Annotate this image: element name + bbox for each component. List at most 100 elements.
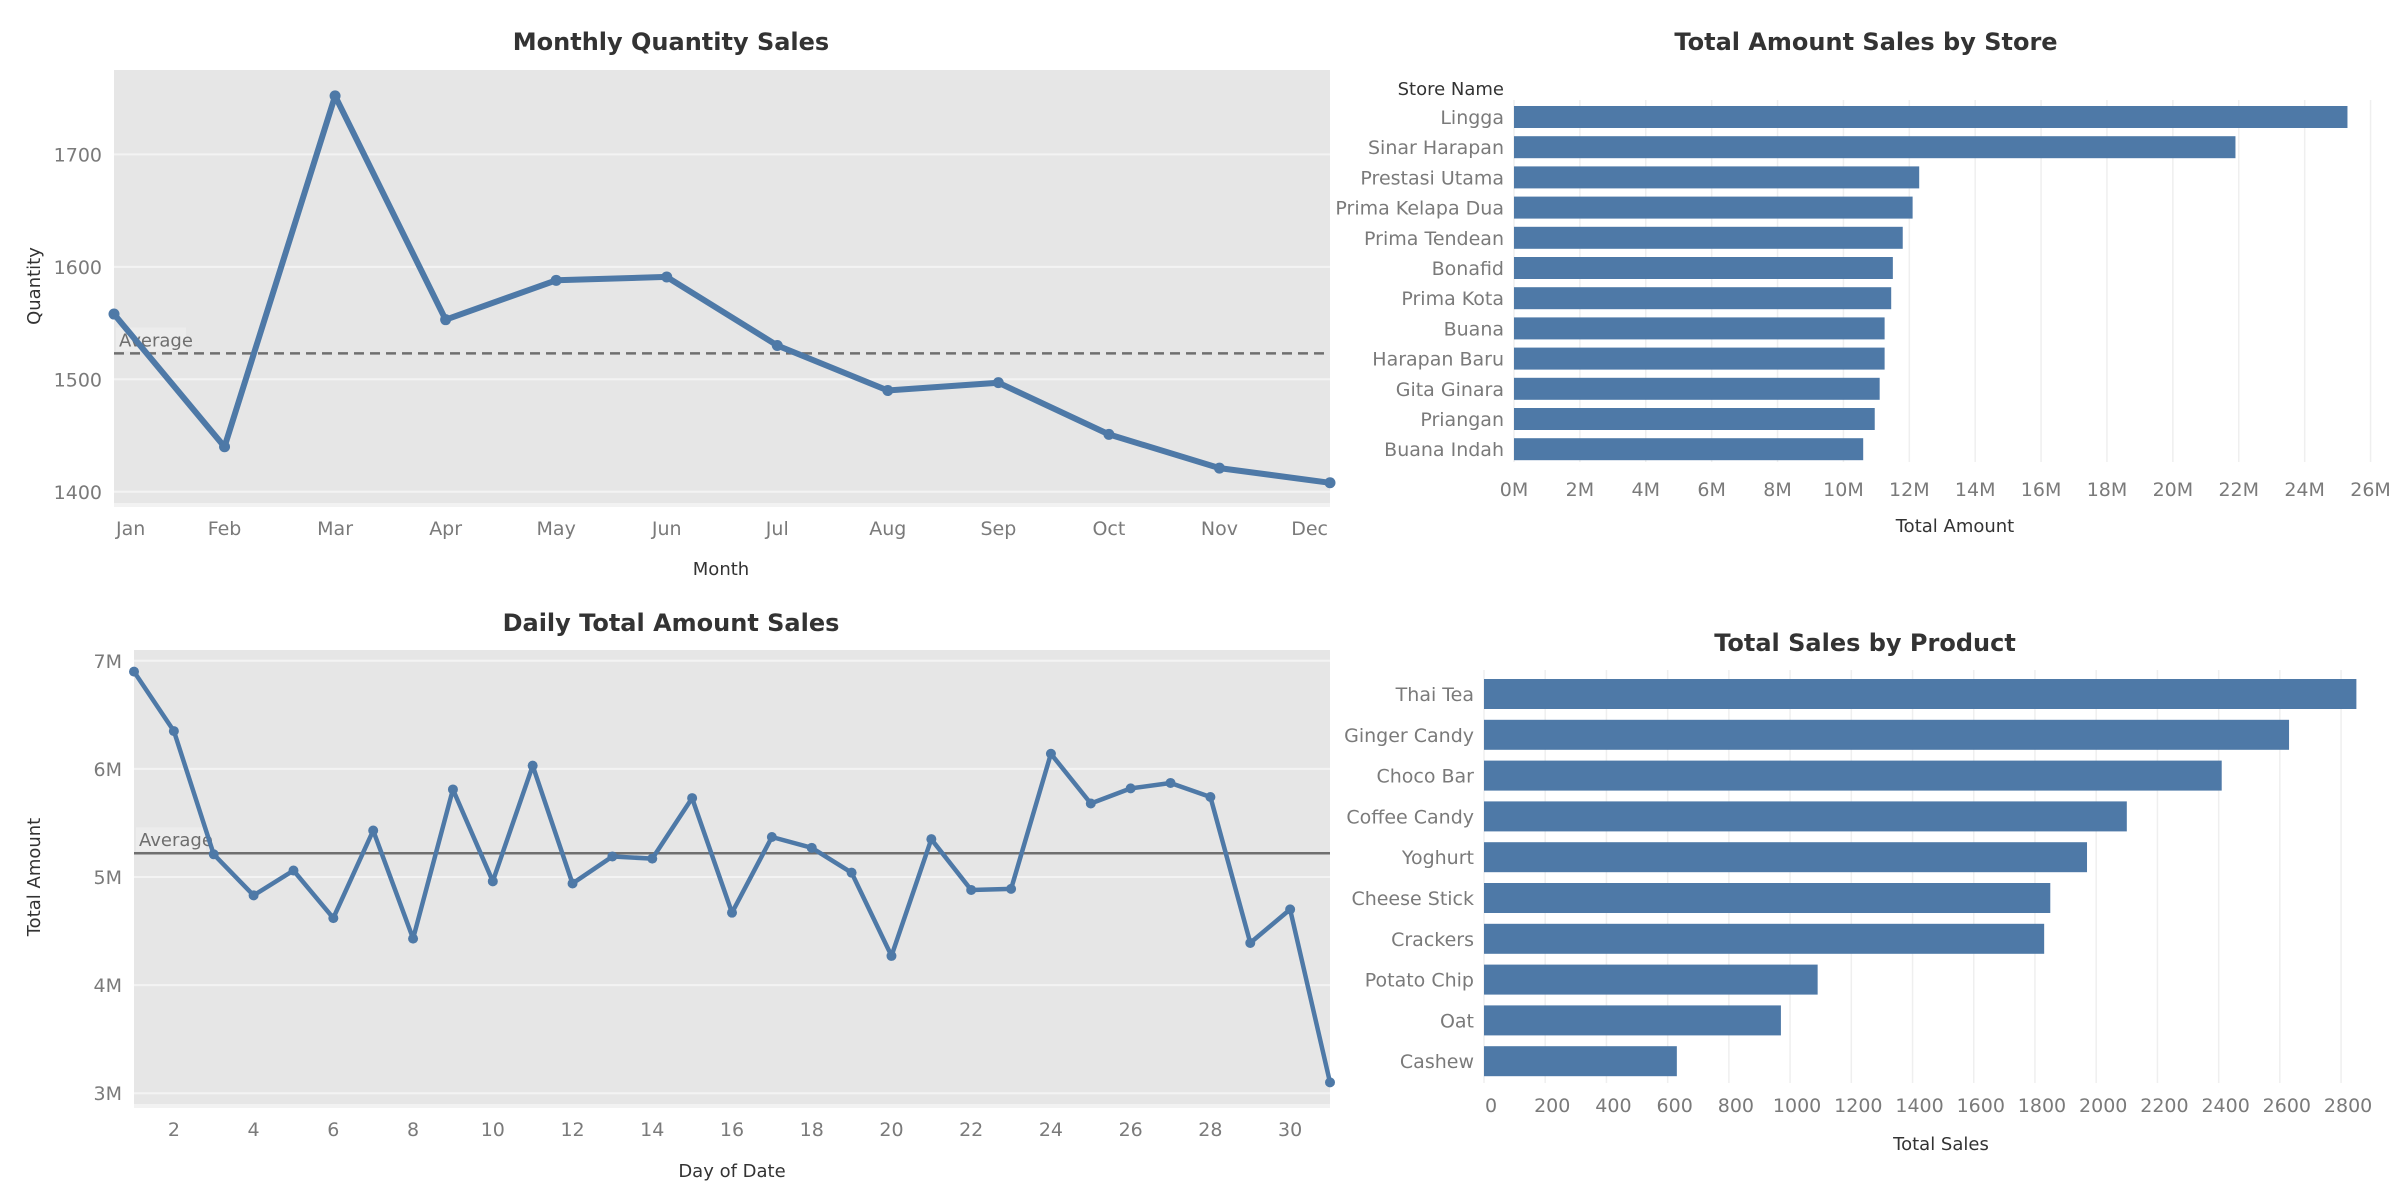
category-label: Coffee Candy [1346,806,1474,828]
data-point [1006,883,1017,894]
x-tick-label: 24 [1039,1119,1063,1141]
data-point [527,760,538,771]
category-label: Oat [1440,1010,1474,1032]
data-point [1213,462,1225,474]
bar [1514,226,1903,249]
x-axis-title: Month [693,559,749,580]
data-point [926,834,937,845]
data-point [1205,792,1216,803]
category-label: Gita Ginara [1396,379,1504,401]
bar [1514,166,1920,189]
chart-title: Daily Total Amount Sales [503,609,840,637]
chart-title: Total Sales by Product [1714,629,2016,657]
bar [1484,964,1818,995]
x-tick-label: 28 [1198,1119,1222,1141]
x-tick-label: 14M [1955,479,1996,501]
bar [1514,317,1885,340]
data-point [408,933,419,944]
bar [1514,196,1913,219]
data-point [288,865,299,876]
bar [1514,257,1893,279]
chart-title: Total Amount Sales by Store [1674,28,2057,56]
plot-background [114,70,1330,503]
data-point [567,878,578,889]
x-axis-title: Day of Date [678,1161,785,1182]
x-tick-label: Jan [115,518,145,540]
x-tick-label: Dec [1291,518,1328,540]
bar [1514,347,1885,370]
x-tick-label: 8M [1763,479,1791,501]
category-label: Yoghurt [1401,847,1474,869]
data-point [607,851,618,862]
data-point [661,271,673,283]
data-point [108,308,120,320]
average-label: Average [139,830,213,851]
bar [1484,801,2127,832]
data-point [328,913,339,924]
data-point [727,907,737,918]
y-tick-label: 5M [94,867,122,889]
row-header: Store Name [1398,79,1504,100]
x-tick-label: 26M [2350,479,2391,501]
category-label: Prestasi Utama [1360,167,1504,189]
x-tick-label: 26 [1119,1119,1143,1141]
data-point [1103,428,1115,440]
x-tick-label: 22 [959,1119,983,1141]
x-tick-label: 6M [1697,479,1725,501]
data-point [846,867,857,878]
bar [1514,136,2236,159]
category-label: Prima Tendean [1364,228,1504,250]
x-tick-label: 1000 [1773,1095,1821,1117]
data-point [1085,798,1096,809]
bar [1484,679,2357,709]
data-point [208,849,219,860]
data-point [447,784,458,795]
data-point [219,441,231,453]
x-tick-label: Oct [1092,518,1125,540]
x-tick-label: May [537,518,576,540]
category-label: Cashew [1400,1051,1474,1073]
bar [1484,883,2051,913]
x-tick-label: 6 [327,1119,339,1141]
x-tick-label: Sep [980,518,1016,540]
bar [1514,377,1880,400]
bar [1484,1005,1781,1036]
data-point [1325,1077,1335,1088]
product-sales-chart: Total Sales by Product 0 200 400 600 800 1000 1… [1344,629,2372,1155]
data-point [992,377,1004,389]
bar [1484,719,2290,750]
data-point [806,842,817,853]
plot-baseline-band [114,503,1330,507]
bar [1514,106,2348,128]
data-point [329,90,341,102]
x-tick-label: 10M [1823,479,1864,501]
category-label: Harapan Baru [1372,349,1504,371]
x-tick-label: 20M [2153,479,2194,501]
monthly-quantity-chart: Monthly Quantity Sales1400150016001700Av… [24,28,1336,580]
x-tick-label: 1600 [1957,1095,2005,1117]
store-amount-chart: Total Amount Sales by Store Store Name 0M 2… [1335,28,2390,537]
x-tick-label: 4 [248,1119,260,1141]
x-tick-label: 2200 [2140,1095,2188,1117]
x-tick-label: 1200 [1834,1095,1882,1117]
bar [1514,287,1892,310]
category-label: Buana Indah [1384,439,1504,461]
x-tick-label: Jun [651,518,682,540]
y-tick-label: 1400 [54,482,102,504]
x-tick-label: 14 [640,1119,664,1141]
x-tick-label: Apr [429,518,462,540]
category-label: Cheese Stick [1351,888,1474,910]
average-label-background [136,827,206,852]
x-tick-label: Mar [317,518,353,540]
y-tick-label: 7M [94,651,122,673]
bar [1514,408,1875,430]
data-point [966,884,977,895]
data-point [368,825,379,836]
x-tick-label: 24M [2284,479,2325,501]
data-point [440,314,452,326]
y-tick-label: 6M [94,759,122,781]
chart-title: Monthly Quantity Sales [513,28,829,56]
x-tick-label: 16 [720,1119,744,1141]
x-tick-label: 18 [800,1119,824,1141]
data-point [248,890,259,901]
